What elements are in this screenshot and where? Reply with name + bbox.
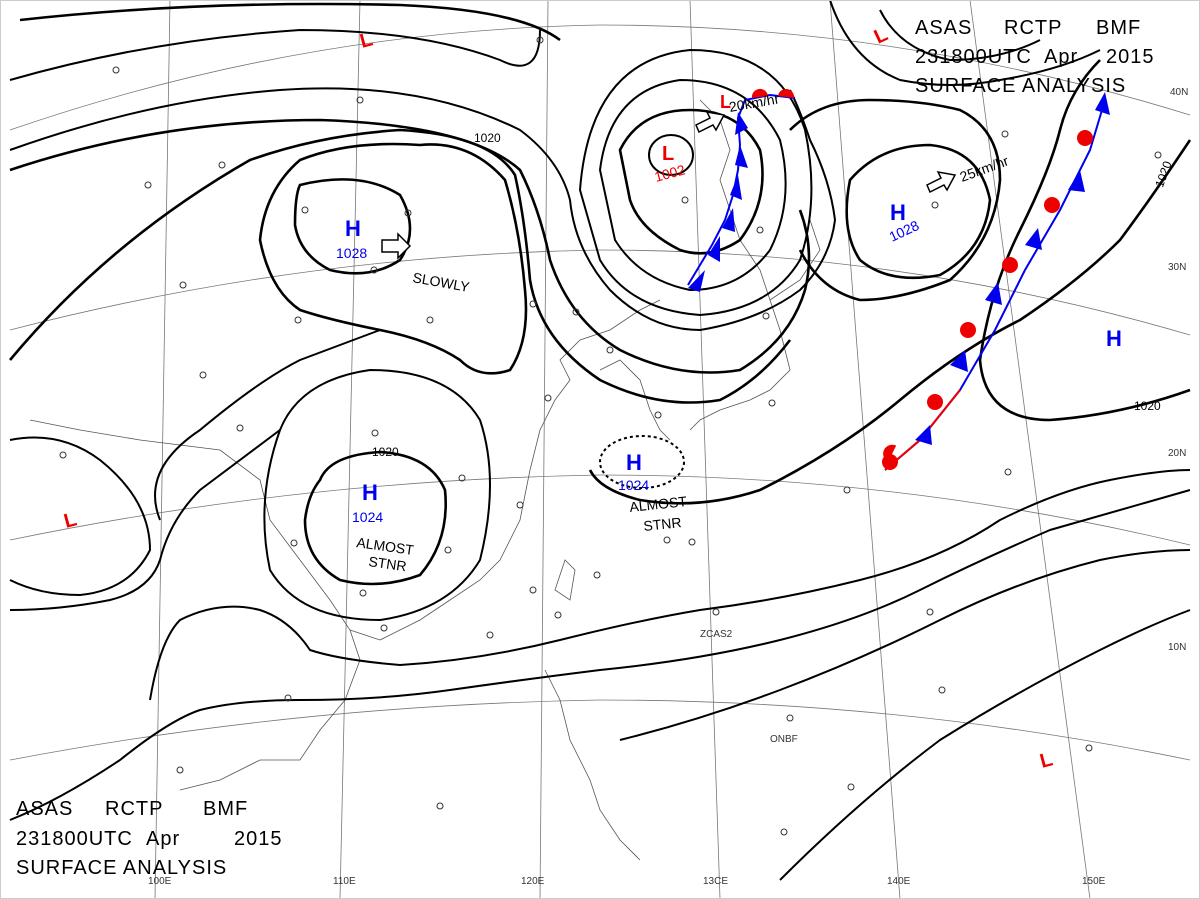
- title-line1-c: BMF: [1096, 17, 1141, 39]
- footer-line1-a: ASAS: [16, 798, 73, 820]
- title-line1-b: RCTP: [1004, 17, 1062, 39]
- footer-line1-c: BMF: [203, 798, 248, 820]
- station-text: ZCAS2: [700, 629, 733, 640]
- dashed-isobar: [599, 435, 685, 489]
- low-ne-symbol: L: [871, 23, 891, 48]
- footer-line3: SURFACE ANALYSIS: [16, 857, 227, 879]
- lon-label: 150E: [1082, 876, 1106, 887]
- low-symbol: L: [662, 143, 674, 165]
- low-west-symbol: L: [62, 508, 79, 532]
- station-markers: [59, 36, 1162, 836]
- isobar-label-east-far: 1020: [1152, 159, 1174, 189]
- isobars: [9, 0, 1192, 881]
- motion-text: SLOWLY: [411, 269, 471, 295]
- low-se-symbol: L: [1038, 748, 1055, 772]
- arrow-right-icon: [695, 111, 726, 134]
- high-east: H 1028 25km/hr: [887, 152, 1011, 244]
- title-line3: SURFACE ANALYSIS: [915, 75, 1126, 97]
- lat-label: 20N: [1168, 448, 1186, 459]
- low-value: 1002: [653, 161, 687, 185]
- motion-text-a: ALMOST: [356, 534, 416, 558]
- high-value: 1024: [618, 477, 649, 493]
- title-line2-a: 231800UTC: [915, 46, 1032, 68]
- lat-label: 30N: [1168, 262, 1186, 273]
- title-top-right: ASAS RCTP BMF 231800UTC Apr 2015 SURFACE…: [915, 17, 1155, 97]
- lat-label: 40N: [1170, 87, 1188, 98]
- high-far-east-symbol: H: [1106, 326, 1122, 351]
- footer-line1-b: RCTP: [105, 798, 163, 820]
- lon-labels: 100E 110E 120E 13CE 140E 150E: [148, 876, 1106, 887]
- coastlines: [29, 99, 821, 861]
- motion-text-a: ALMOST: [629, 493, 688, 515]
- lon-label: 120E: [521, 876, 545, 887]
- footer-line2-b: Apr: [146, 828, 180, 850]
- title-line1-a: ASAS: [915, 17, 972, 39]
- title-bottom-left: ASAS RCTP BMF 231800UTC Apr 2015 SURFACE…: [16, 798, 283, 879]
- station-labels: ZCAS2 ONBF: [700, 629, 798, 745]
- high-south: H 1024 ALMOST STNR: [352, 480, 415, 574]
- isobar-labels: 1020 1020 1020 1020: [372, 131, 1175, 459]
- station-text: ONBF: [770, 734, 798, 745]
- high-value: 1024: [352, 509, 383, 525]
- motion-text-b: STNR: [368, 553, 408, 574]
- high-symbol: H: [345, 216, 361, 241]
- title-line2-c: 2015: [1106, 46, 1155, 68]
- high-symbol: H: [890, 200, 906, 225]
- isobar-label-south: 1020: [372, 445, 399, 459]
- low-symbol-2: L: [720, 92, 731, 112]
- footer-line2-a: 231800UTC: [16, 828, 133, 850]
- footer-line2-c: 2015: [234, 828, 283, 850]
- graticule: [9, 0, 1191, 899]
- isobar-label-east: 1020: [1134, 399, 1161, 413]
- lat-label: 10N: [1168, 642, 1186, 653]
- high-symbol: H: [362, 480, 378, 505]
- high-west: H 1028 SLOWLY: [336, 216, 471, 295]
- arrow-right-icon: [381, 232, 412, 260]
- high-value: 1028: [336, 245, 367, 261]
- motion-arrows: [381, 111, 957, 260]
- arrow-right-icon: [926, 171, 957, 194]
- high-symbol: H: [626, 450, 642, 475]
- stationary-front: [882, 92, 1110, 471]
- motion-text-b: STNR: [643, 514, 683, 534]
- high-taiwan: H 1024 ALMOST STNR: [618, 450, 688, 534]
- lon-label: 13CE: [703, 876, 728, 887]
- title-line2-b: Apr: [1044, 46, 1078, 68]
- isobar-label-north: 1020: [474, 131, 501, 145]
- lat-labels: 40N 30N 20N 10N: [1168, 87, 1188, 653]
- lon-label: 140E: [887, 876, 911, 887]
- lon-label: 110E: [333, 876, 356, 887]
- lon-label: 100E: [148, 876, 172, 887]
- low-nw-symbol: L: [358, 28, 375, 52]
- motion-text: 20km/hr: [728, 90, 781, 115]
- front-korea: [687, 88, 796, 292]
